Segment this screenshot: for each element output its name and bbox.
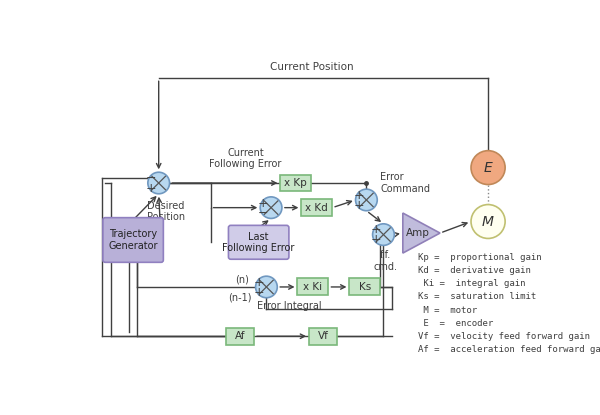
Text: +: + xyxy=(258,197,269,210)
Text: +: + xyxy=(370,234,381,247)
Text: Kp =  proportional gain: Kp = proportional gain xyxy=(418,253,542,262)
Text: +: + xyxy=(146,182,156,195)
Text: Af =  acceleration feed forward gain: Af = acceleration feed forward gain xyxy=(418,345,600,354)
Text: +: + xyxy=(253,276,264,289)
Text: Ks: Ks xyxy=(359,282,371,292)
FancyBboxPatch shape xyxy=(103,217,163,262)
FancyBboxPatch shape xyxy=(280,175,311,191)
Text: +: + xyxy=(253,286,264,299)
Text: x Kd: x Kd xyxy=(305,203,328,212)
Circle shape xyxy=(148,172,170,194)
FancyBboxPatch shape xyxy=(298,278,328,295)
Circle shape xyxy=(471,151,505,185)
Text: M =  motor: M = motor xyxy=(418,305,478,315)
Text: f.f.
cmd.: f.f. cmd. xyxy=(373,250,397,271)
FancyBboxPatch shape xyxy=(309,328,337,345)
FancyBboxPatch shape xyxy=(226,328,254,345)
Text: (n-1): (n-1) xyxy=(229,293,252,303)
Text: Vf: Vf xyxy=(317,331,328,341)
Text: E  =  encoder: E = encoder xyxy=(418,319,494,328)
Text: E: E xyxy=(484,161,493,175)
Text: Current Position: Current Position xyxy=(269,62,353,72)
Text: (n): (n) xyxy=(235,274,248,284)
Text: Trajectory
Generator: Trajectory Generator xyxy=(109,229,158,251)
Text: −: − xyxy=(146,172,156,185)
Text: M: M xyxy=(482,215,494,229)
Text: Amp: Amp xyxy=(406,228,430,238)
Circle shape xyxy=(373,224,394,245)
Text: −: − xyxy=(258,207,269,220)
Polygon shape xyxy=(403,213,440,253)
FancyBboxPatch shape xyxy=(349,278,380,295)
Text: Vf =  velocity feed forward gain: Vf = velocity feed forward gain xyxy=(418,332,590,341)
Circle shape xyxy=(356,189,377,211)
Text: Current
Following Error: Current Following Error xyxy=(209,148,281,169)
Text: +: + xyxy=(353,199,364,212)
Text: x Kp: x Kp xyxy=(284,178,307,188)
Text: Ki =  integral gain: Ki = integral gain xyxy=(418,279,526,288)
Text: Last
Following Error: Last Following Error xyxy=(223,232,295,253)
Circle shape xyxy=(256,276,277,298)
Text: Error
Command: Error Command xyxy=(380,172,430,194)
FancyBboxPatch shape xyxy=(301,199,332,216)
Text: +: + xyxy=(370,224,381,237)
Text: Kd =  derivative gain: Kd = derivative gain xyxy=(418,266,531,275)
FancyBboxPatch shape xyxy=(229,225,289,259)
Text: +: + xyxy=(353,189,364,202)
Text: Af: Af xyxy=(235,331,245,341)
Circle shape xyxy=(471,205,505,239)
Text: x Ki: x Ki xyxy=(304,282,322,292)
Text: Desired
Position: Desired Position xyxy=(147,201,185,222)
Circle shape xyxy=(260,197,282,218)
Text: Error Integral: Error Integral xyxy=(257,301,322,311)
Text: Ks =  saturation limit: Ks = saturation limit xyxy=(418,293,536,301)
